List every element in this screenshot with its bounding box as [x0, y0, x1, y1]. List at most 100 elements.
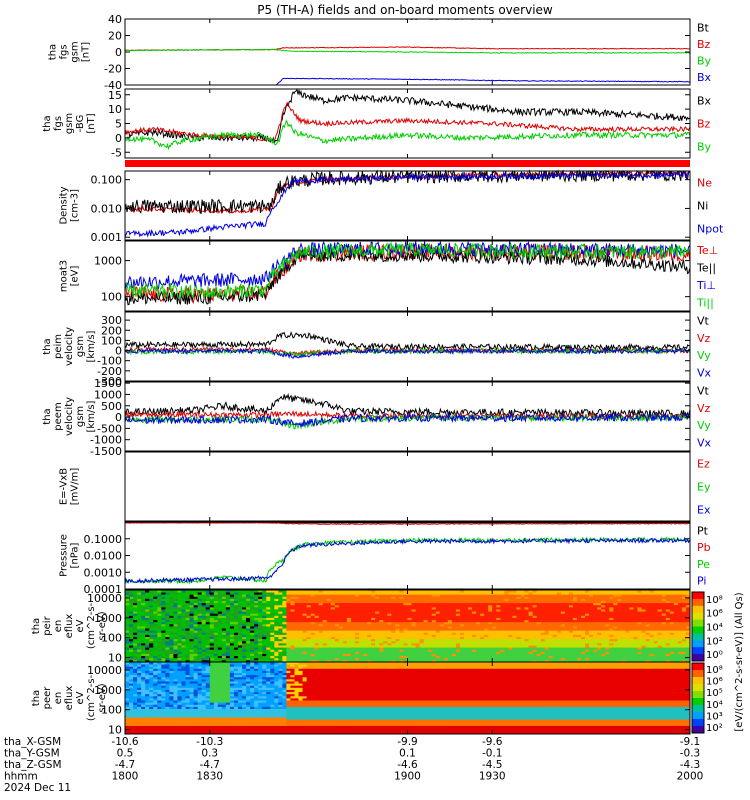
- heatmap-cell: [669, 655, 675, 659]
- heatmap-cell: [229, 638, 235, 642]
- heatmap-cell: [407, 598, 412, 601]
- heatmap-cell: [395, 634, 400, 637]
- heatmap-cell: [290, 642, 295, 646]
- heatmap-cell: [548, 590, 554, 593]
- heatmap-cell: [141, 642, 146, 646]
- heatmap-cell: [637, 619, 642, 623]
- heatmap-cell: [258, 642, 263, 646]
- heatmap-cell: [145, 649, 150, 652]
- heatmap-cell: [581, 598, 586, 601]
- heatmap-cell: [326, 647, 332, 650]
- heatmap-cell: [443, 606, 449, 610]
- heatmap-cell: [464, 645, 469, 648]
- heatmap-cell: [544, 598, 550, 601]
- heatmap-cell: [274, 611, 279, 614]
- heatmap-cell: [262, 617, 267, 621]
- heatmap-cell: [383, 609, 388, 612]
- heatmap-cell: [685, 632, 691, 635]
- heatmap-cell: [504, 649, 509, 652]
- heatmap-cell: [290, 645, 295, 648]
- heatmap-cell: [326, 602, 332, 606]
- heatmap-cell: [310, 611, 316, 614]
- heatmap-cell: [419, 649, 425, 652]
- heatmap-cell: [685, 657, 691, 661]
- heatmap-cell: [334, 642, 340, 646]
- heatmap-cell: [238, 638, 243, 642]
- heatmap-cell: [334, 590, 340, 593]
- heatmap-cell: [359, 596, 364, 599]
- heatmap-cell: [621, 609, 626, 612]
- heatmap-cell: [334, 619, 340, 623]
- heatmap-cell: [613, 651, 618, 654]
- heatmap-cell: [536, 638, 542, 642]
- heatmap-cell: [246, 617, 251, 621]
- heatmap-cell: [205, 653, 211, 657]
- heatmap-cell: [298, 590, 303, 593]
- heatmap-cell: [225, 626, 231, 629]
- heatmap-cell: [411, 647, 416, 650]
- heatmap-cell: [403, 621, 408, 625]
- heatmap-cell: [516, 596, 521, 599]
- heatmap-cell: [677, 621, 683, 625]
- heatmap-cell: [254, 630, 259, 633]
- heatmap-cell: [330, 600, 336, 604]
- heatmap-cell: [572, 600, 578, 604]
- heatmap-cell: [593, 638, 598, 642]
- heatmap-cell: [161, 590, 166, 593]
- heatmap-cell: [141, 638, 146, 642]
- heatmap-cell: [161, 594, 166, 597]
- heatmap-cell: [556, 642, 562, 646]
- heatmap-cell: [403, 640, 408, 644]
- heatmap-cell: [125, 613, 130, 616]
- heatmap-cell: [395, 609, 400, 612]
- heatmap-cell: [435, 634, 441, 637]
- heatmap-cell: [254, 602, 259, 606]
- heatmap-cell: [302, 617, 308, 621]
- heatmap-cell: [585, 598, 590, 601]
- heatmap-cell: [480, 598, 485, 601]
- heatmap-cell: [572, 611, 578, 614]
- heatmap-cell: [540, 649, 546, 652]
- heatmap-cell: [403, 638, 408, 642]
- heatmap-cell: [238, 613, 243, 616]
- heatmap-cell: [633, 628, 638, 631]
- heatmap-cell: [359, 606, 364, 610]
- heatmap-cell: [355, 630, 360, 633]
- heatmap-cell: [653, 634, 659, 637]
- heatmap-cell: [173, 630, 178, 633]
- heatmap-cell: [431, 602, 437, 606]
- heatmap-cell: [161, 606, 166, 610]
- heatmap-cell: [637, 655, 642, 659]
- heatmap-cell: [528, 630, 534, 633]
- heatmap-cell: [572, 642, 578, 646]
- heatmap-cell: [500, 630, 505, 633]
- heatmap-cell: [379, 623, 384, 627]
- heatmap-cell: [520, 623, 525, 627]
- heatmap-cell: [464, 647, 469, 650]
- heatmap-cell: [395, 636, 400, 640]
- heatmap-cell: [673, 596, 679, 599]
- heatmap-cell: [512, 649, 517, 652]
- heatmap-cell: [395, 623, 400, 627]
- heatmap-cell: [673, 657, 679, 661]
- heatmap-cell: [484, 606, 489, 610]
- heatmap-cell: [629, 606, 634, 610]
- heatmap-cell: [342, 636, 348, 640]
- heatmap-cell: [435, 613, 441, 616]
- heatmap-cell: [205, 640, 211, 644]
- heatmap-cell: [197, 609, 203, 612]
- heatmap-cell: [677, 634, 683, 637]
- heatmap-cell: [310, 645, 316, 648]
- heatmap-cell: [544, 606, 550, 610]
- heatmap-cell: [605, 619, 610, 623]
- heatmap-cell: [585, 619, 590, 623]
- heatmap-cell: [258, 632, 263, 635]
- heatmap-cell: [318, 609, 324, 612]
- heatmap-cell: [314, 621, 320, 625]
- heatmap-cell: [629, 592, 634, 595]
- heatmap-cell: [685, 642, 691, 646]
- heatmap-cell: [685, 609, 691, 612]
- heatmap-cell: [363, 640, 368, 644]
- heatmap-cell: [153, 645, 158, 648]
- heatmap-cell: [601, 649, 606, 652]
